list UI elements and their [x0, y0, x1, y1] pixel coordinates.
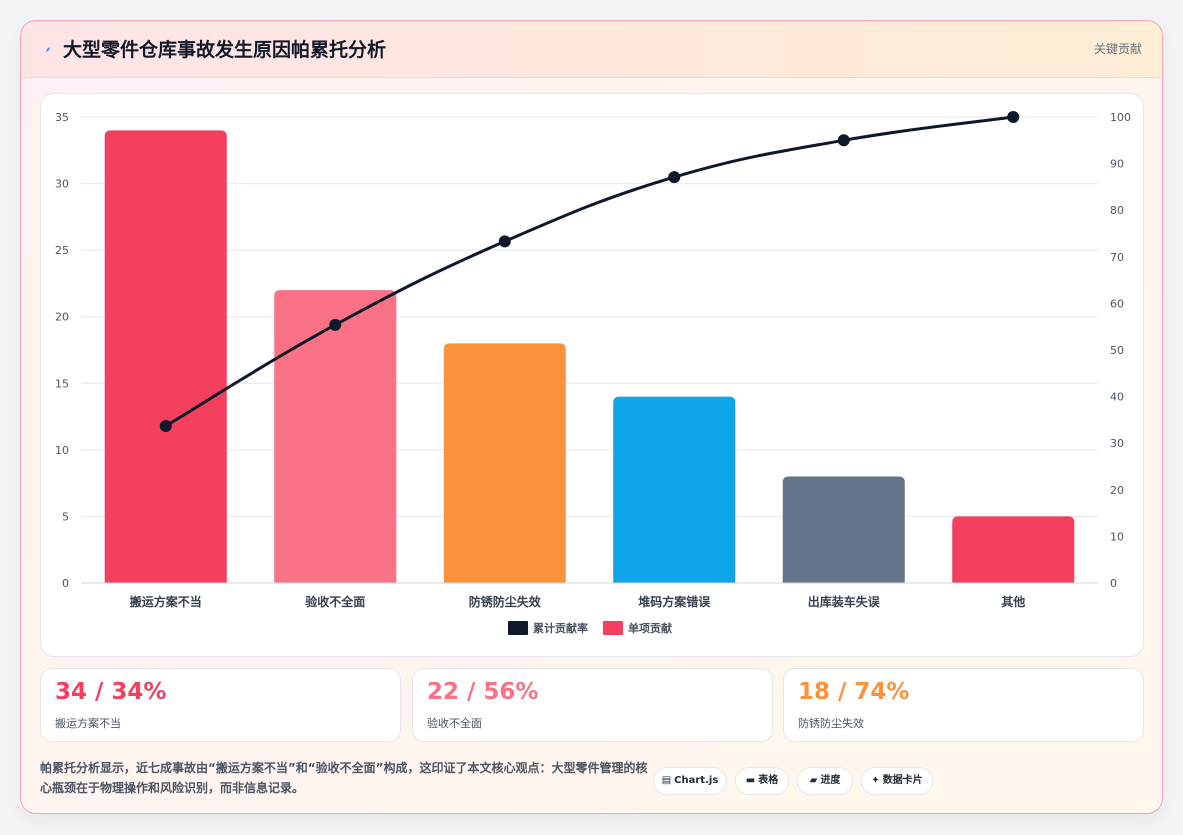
chip-label: 表格 [758, 775, 779, 786]
pareto-chart: 0 5 10 15 20 25 30 35 0 10 20 30 40 50 60 70 80 90 100 搬运方案… [40, 93, 1144, 657]
stat-cards: 34 / 34% 搬运方案不当 22 / 56% 验收不全面 18 / 74% … [40, 668, 1144, 742]
legend-swatch [508, 621, 528, 635]
cumulative-line-series [159, 111, 1020, 432]
y2-tick-label: 0 [1110, 577, 1117, 590]
summary-text: 帕累托分析显示，近七成事故由“搬运方案不当”和“验收不全面”构成，这印证了本文核… [40, 761, 648, 795]
bar-series [104, 130, 1075, 584]
y2-tick-label: 70 [1110, 251, 1124, 264]
stat-card-2: 22 / 56% 验收不全面 [412, 668, 773, 742]
cumulative-point [159, 419, 172, 432]
legend-label: 累计贡献率 [533, 621, 588, 635]
legend-label: 单项贡献 [628, 621, 672, 635]
stat-card-1: 34 / 34% 搬运方案不当 [40, 668, 401, 742]
y2-tick-label: 100 [1110, 111, 1131, 124]
cumulative-line [164, 115, 1014, 428]
y-tick-label: 10 [55, 444, 69, 457]
y-tick-label: 35 [55, 111, 69, 124]
chart-icon: ▤ [661, 775, 672, 786]
axes: 0 5 10 15 20 25 30 35 0 10 20 30 40 50 60 70 80 90 100 搬运方案… [55, 111, 1131, 609]
y2-tick-label: 50 [1110, 344, 1124, 357]
stat-value: 18 / 74% [798, 679, 910, 705]
stat-label: 搬运方案不当 [55, 717, 121, 730]
cumulative-point [837, 134, 850, 147]
cumulative-point [329, 318, 342, 331]
card-header: 大型零件仓库事故发生原因帕累托分析 关键贡献 [21, 21, 1162, 78]
chip-label: 数据卡片 [882, 775, 923, 786]
legend: 累计贡献率 单项贡献 [508, 621, 672, 635]
y2-tick-label: 10 [1110, 530, 1124, 543]
chip-progress[interactable]: ▰ 进度 [797, 767, 853, 795]
pareto-chart-svg: 0 5 10 15 20 25 30 35 0 10 20 30 40 50 60 70 80 90 100 搬运方案… [55, 111, 1131, 635]
cumulative-point [1007, 111, 1020, 123]
chart-title: 大型零件仓库事故发生原因帕累托分析 [63, 39, 387, 61]
x-tick-label: 堆码方案错误 [638, 594, 711, 609]
chip-label: 进度 [820, 775, 841, 786]
x-tick-label: 其他 [1001, 594, 1025, 609]
stat-label: 验收不全面 [427, 717, 482, 730]
chart-card: 大型零件仓库事故发生原因帕累托分析 关键贡献 0 5 10 15 20 25 30 35 0 10… [20, 20, 1163, 814]
table-icon: ▬ [745, 775, 756, 786]
bar [952, 516, 1075, 583]
bar [613, 396, 736, 583]
y-tick-label: 20 [55, 311, 69, 324]
progress-icon: ▰ [809, 775, 818, 786]
chip-data-card[interactable]: ✦ 数据卡片 [861, 767, 933, 795]
chip-table[interactable]: ▬ 表格 [735, 767, 789, 795]
y2-tick-label: 80 [1110, 204, 1124, 217]
stat-label: 防锈防尘失效 [798, 717, 864, 730]
cumulative-point [498, 235, 511, 248]
chip-chartjs[interactable]: ▤ Chart.js [653, 767, 727, 795]
y2-tick-label: 60 [1110, 297, 1124, 310]
y-tick-label: 30 [55, 178, 69, 191]
x-tick-label: 验收不全面 [305, 594, 365, 609]
bar [443, 343, 566, 583]
chip-label: Chart.js [674, 775, 719, 786]
y2-tick-label: 40 [1110, 391, 1124, 404]
cumulative-point [668, 171, 681, 184]
x-tick-label: 出库装车失误 [808, 594, 881, 609]
grid-lines [81, 116, 1098, 584]
bar [274, 290, 397, 583]
stat-value: 22 / 56% [427, 679, 539, 705]
y2-tick-label: 20 [1110, 484, 1124, 497]
x-tick-label: 防锈防尘失效 [469, 594, 542, 609]
y-tick-label: 15 [55, 377, 69, 390]
legend-swatch [603, 621, 623, 635]
key-contribution-tag: 关键贡献 [1093, 42, 1142, 56]
stat-card-3: 18 / 74% 防锈防尘失效 [783, 668, 1144, 742]
stat-value: 34 / 34% [55, 679, 167, 705]
bar [782, 476, 905, 583]
y2-tick-label: 30 [1110, 437, 1124, 450]
y-tick-label: 25 [55, 244, 69, 257]
y2-tick-label: 90 [1110, 158, 1124, 171]
bar [104, 130, 227, 584]
y-tick-label: 5 [62, 510, 69, 523]
y-tick-label: 0 [62, 577, 69, 590]
x-tick-label: 搬运方案不当 [130, 594, 202, 609]
sparkle-icon: ✦ [871, 775, 880, 786]
lightning-icon [42, 47, 54, 52]
